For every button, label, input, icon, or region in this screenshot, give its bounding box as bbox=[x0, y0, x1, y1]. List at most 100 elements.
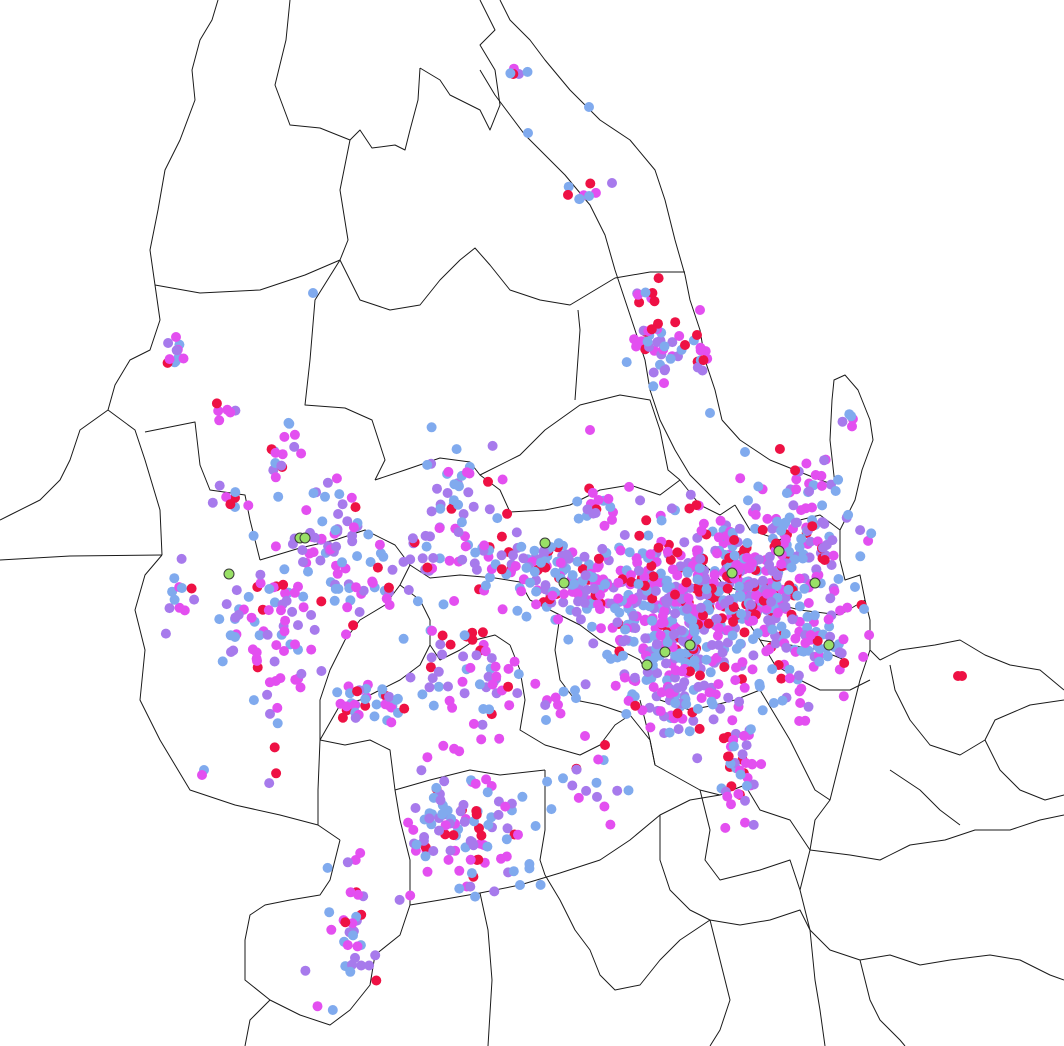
map-point-pink[interactable] bbox=[776, 559, 787, 570]
map-point-pink[interactable] bbox=[465, 662, 476, 673]
map-point-pink[interactable] bbox=[607, 514, 617, 525]
map-point-blue[interactable] bbox=[641, 675, 652, 685]
map-point-pink[interactable] bbox=[531, 599, 542, 610]
map-point-pink[interactable] bbox=[677, 666, 688, 677]
map-point-blue[interactable] bbox=[783, 584, 794, 595]
map-point-blue[interactable] bbox=[665, 353, 676, 364]
map-point-blue[interactable] bbox=[757, 705, 768, 716]
map-point-violet[interactable] bbox=[231, 585, 242, 596]
map-point-violet[interactable] bbox=[309, 532, 320, 543]
map-point-blue[interactable] bbox=[741, 780, 752, 791]
map-point-blue[interactable] bbox=[689, 655, 700, 666]
map-point-pink[interactable] bbox=[795, 698, 806, 708]
map-point-violet[interactable] bbox=[538, 546, 549, 557]
map-point-violet[interactable] bbox=[477, 719, 488, 730]
map-point-blue[interactable] bbox=[850, 582, 860, 592]
map-point-blue[interactable] bbox=[833, 574, 844, 584]
map-point-violet[interactable] bbox=[405, 554, 416, 565]
map-point-red[interactable] bbox=[819, 555, 830, 565]
map-point-violet[interactable] bbox=[724, 595, 735, 606]
map-point-violet[interactable] bbox=[511, 527, 522, 538]
map-point-violet[interactable] bbox=[717, 647, 728, 658]
map-point-red[interactable] bbox=[649, 296, 660, 307]
map-point-violet[interactable] bbox=[708, 714, 719, 725]
map-point-violet[interactable] bbox=[387, 564, 398, 575]
map-point-pink[interactable] bbox=[791, 474, 802, 485]
map-point-pink[interactable] bbox=[422, 752, 433, 763]
map-point-blue[interactable] bbox=[771, 580, 782, 591]
map-point-green[interactable] bbox=[641, 659, 653, 671]
map-point-blue[interactable] bbox=[784, 664, 795, 675]
map-point-blue[interactable] bbox=[674, 652, 685, 663]
map-point-blue[interactable] bbox=[505, 68, 516, 79]
map-point-blue[interactable] bbox=[269, 597, 280, 608]
map-point-blue[interactable] bbox=[796, 533, 807, 544]
map-point-violet[interactable] bbox=[471, 650, 482, 661]
map-point-violet[interactable] bbox=[262, 689, 273, 700]
map-point-green[interactable] bbox=[539, 537, 551, 549]
map-point-pink[interactable] bbox=[355, 848, 366, 858]
map-point-violet[interactable] bbox=[262, 629, 273, 640]
map-point-blue[interactable] bbox=[398, 633, 409, 644]
map-point-blue[interactable] bbox=[655, 568, 666, 579]
map-point-violet[interactable] bbox=[673, 724, 684, 735]
map-point-blue[interactable] bbox=[492, 513, 503, 524]
map-point-blue[interactable] bbox=[484, 704, 495, 715]
map-point-violet[interactable] bbox=[171, 345, 182, 356]
map-point-blue[interactable] bbox=[392, 693, 403, 704]
map-point-red[interactable] bbox=[646, 324, 657, 335]
map-point-pink[interactable] bbox=[672, 570, 683, 581]
map-point-blue[interactable] bbox=[298, 591, 309, 602]
map-point-violet[interactable] bbox=[619, 530, 630, 540]
map-point-red[interactable] bbox=[476, 830, 487, 841]
map-point-blue[interactable] bbox=[777, 695, 788, 706]
map-point-pink[interactable] bbox=[491, 671, 502, 682]
map-point-violet[interactable] bbox=[668, 629, 679, 640]
map-point-pink[interactable] bbox=[295, 682, 306, 693]
map-point-pink[interactable] bbox=[290, 639, 300, 650]
map-point-blue[interactable] bbox=[809, 610, 820, 621]
map-point-pink[interactable] bbox=[662, 546, 673, 557]
map-point-violet[interactable] bbox=[394, 894, 405, 905]
map-point-pink[interactable] bbox=[696, 693, 707, 703]
map-point-blue[interactable] bbox=[501, 834, 512, 845]
map-point-red[interactable] bbox=[383, 582, 394, 593]
map-point-violet[interactable] bbox=[347, 530, 358, 541]
map-point-pink[interactable] bbox=[655, 706, 666, 717]
map-point-violet[interactable] bbox=[803, 701, 814, 712]
map-point-pink[interactable] bbox=[613, 593, 624, 604]
map-point-pink[interactable] bbox=[171, 332, 181, 342]
map-point-violet[interactable] bbox=[579, 597, 590, 608]
map-point-violet[interactable] bbox=[364, 960, 375, 971]
map-point-pink[interactable] bbox=[751, 590, 762, 601]
map-point-pink[interactable] bbox=[631, 341, 642, 352]
map-point-violet[interactable] bbox=[508, 550, 518, 561]
map-point-violet[interactable] bbox=[484, 504, 495, 515]
map-point-pink[interactable] bbox=[213, 405, 224, 416]
map-point-violet[interactable] bbox=[358, 585, 369, 596]
map-point-violet[interactable] bbox=[354, 607, 365, 617]
map-point-blue[interactable] bbox=[308, 288, 318, 298]
map-point-pink[interactable] bbox=[332, 568, 343, 579]
map-point-pink[interactable] bbox=[179, 605, 190, 616]
map-point-blue[interactable] bbox=[456, 517, 467, 528]
map-point-blue[interactable] bbox=[167, 586, 178, 597]
map-point-violet[interactable] bbox=[342, 857, 353, 868]
map-point-violet[interactable] bbox=[370, 950, 381, 961]
map-point-violet[interactable] bbox=[296, 668, 307, 679]
map-point-blue[interactable] bbox=[701, 654, 712, 665]
map-point-blue[interactable] bbox=[217, 656, 228, 667]
map-point-pink[interactable] bbox=[349, 699, 360, 710]
map-point-blue[interactable] bbox=[728, 741, 739, 752]
map-point-pink[interactable] bbox=[731, 662, 741, 673]
map-point-pink[interactable] bbox=[481, 774, 492, 785]
map-point-blue[interactable] bbox=[833, 474, 844, 485]
map-point-pink[interactable] bbox=[465, 854, 476, 865]
map-point-violet[interactable] bbox=[164, 603, 175, 614]
map-point-pink[interactable] bbox=[639, 616, 650, 627]
map-point-violet[interactable] bbox=[740, 795, 750, 806]
map-point-violet[interactable] bbox=[333, 509, 344, 519]
map-point-red[interactable] bbox=[211, 398, 222, 409]
map-point-red[interactable] bbox=[600, 740, 610, 750]
map-point-violet[interactable] bbox=[407, 533, 418, 544]
